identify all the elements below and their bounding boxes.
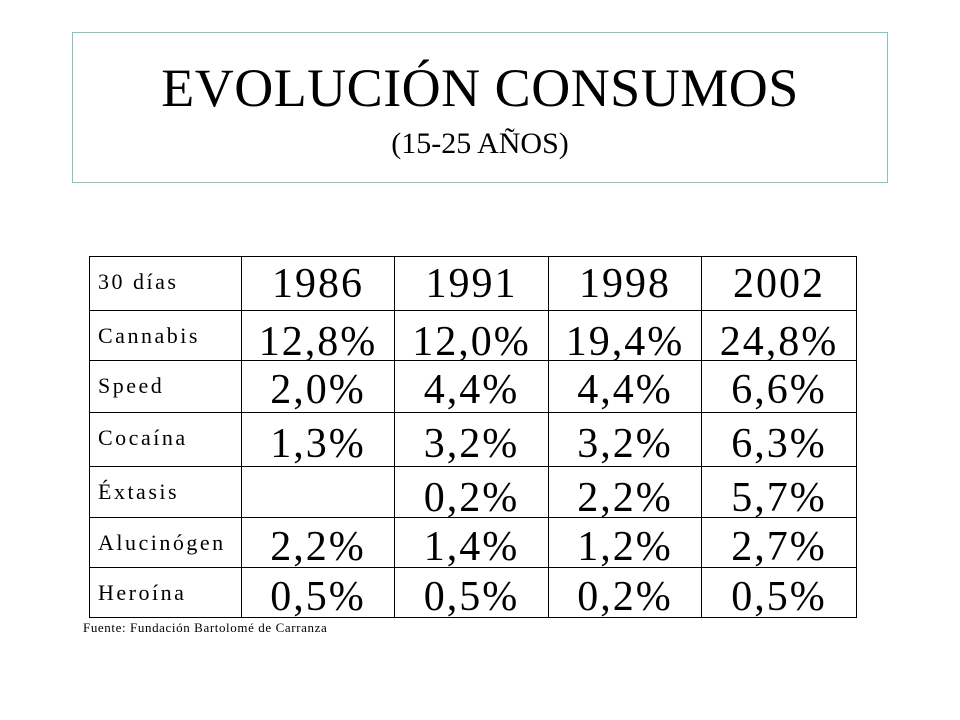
row-label-cell: Cocaína bbox=[89, 412, 242, 467]
table-header-cell: 1991 bbox=[394, 256, 549, 311]
value-cell: 1,2% bbox=[548, 517, 702, 568]
table-header-cell: 1998 bbox=[548, 256, 702, 311]
value-cell: 1,4% bbox=[394, 517, 549, 568]
source-note: Fuente: Fundación Bartolomé de Carranza bbox=[83, 620, 328, 635]
percentage-value: 0,2% bbox=[577, 574, 673, 620]
row-label-cell: Éxtasis bbox=[89, 466, 242, 518]
value-cell: 6,6% bbox=[701, 360, 857, 413]
value-cell: 4,4% bbox=[548, 360, 702, 413]
value-cell: 3,2% bbox=[394, 412, 549, 467]
value-cell: 12,8% bbox=[241, 310, 395, 365]
substance-label: Cannabis bbox=[98, 323, 200, 348]
value-cell: 6,3% bbox=[701, 412, 857, 467]
value-cell: 0,2% bbox=[548, 567, 702, 618]
page-title: EVOLUCIÓN CONSUMOS bbox=[161, 58, 799, 118]
value-cell: 0,5% bbox=[701, 567, 857, 618]
value-cell: 2,7% bbox=[701, 517, 857, 568]
value-cell: 4,4% bbox=[394, 360, 549, 413]
row-label-cell: Heroína bbox=[89, 567, 242, 618]
substance-label: Speed bbox=[98, 373, 165, 398]
row-label-cell: Alucinógen bbox=[89, 517, 242, 568]
percentage-value: 5,7% bbox=[731, 475, 827, 521]
value-cell: 12,0% bbox=[394, 310, 549, 365]
value-cell: 2,2% bbox=[241, 517, 395, 568]
percentage-value: 2,7% bbox=[731, 524, 827, 570]
percentage-value: 2,2% bbox=[577, 475, 673, 521]
percentage-value: 1,3% bbox=[270, 421, 366, 467]
percentage-value: 3,2% bbox=[423, 421, 520, 467]
percentage-value: 2,0% bbox=[270, 367, 366, 413]
year-header: 1991 bbox=[425, 261, 518, 307]
value-cell: 2,2% bbox=[548, 466, 702, 521]
percentage-value: 12,0% bbox=[412, 319, 531, 365]
percentage-value: 19,4% bbox=[565, 319, 685, 365]
year-header: 1986 bbox=[272, 261, 364, 307]
percentage-value: 0,5% bbox=[731, 574, 827, 620]
value-cell: 3,2% bbox=[548, 412, 702, 467]
value-cell: 0,5% bbox=[241, 567, 395, 618]
percentage-value: 4,4% bbox=[423, 367, 520, 413]
table-corner-cell: 30 días bbox=[89, 256, 242, 311]
value-cell: 0,2% bbox=[394, 466, 549, 521]
table-header-cell: 2002 bbox=[701, 256, 857, 311]
substance-label: Alucinógen bbox=[98, 530, 226, 555]
percentage-value: 6,6% bbox=[731, 367, 827, 413]
percentage-value: 1,4% bbox=[423, 524, 520, 570]
value-cell: 0,5% bbox=[394, 567, 549, 618]
percentage-value: 2,2% bbox=[270, 524, 366, 570]
percentage-value: 1,2% bbox=[577, 524, 673, 570]
table-header-cell: 1986 bbox=[241, 256, 395, 311]
year-header: 2002 bbox=[733, 261, 825, 307]
value-cell: 2,0% bbox=[241, 360, 395, 413]
percentage-value: 12,8% bbox=[258, 319, 378, 365]
substance-label: Éxtasis bbox=[98, 479, 180, 504]
value-cell: 19,4% bbox=[548, 310, 702, 365]
percentage-value: 6,3% bbox=[731, 421, 827, 467]
percentage-value: 24,8% bbox=[719, 319, 839, 365]
row-label-cell: Speed bbox=[89, 360, 242, 413]
substance-label: Cocaína bbox=[98, 425, 188, 450]
title-box: EVOLUCIÓN CONSUMOS (15-25 AÑOS) bbox=[72, 32, 888, 183]
period-label: 30 días bbox=[98, 269, 179, 294]
page-subtitle: (15-25 AÑOS) bbox=[391, 127, 569, 160]
percentage-value: 0,5% bbox=[270, 574, 366, 620]
percentage-value: 0,5% bbox=[423, 574, 520, 620]
percentage-value: 3,2% bbox=[577, 421, 673, 467]
value-cell: 1,3% bbox=[241, 412, 395, 467]
value-cell bbox=[241, 466, 395, 518]
percentage-value: 0,2% bbox=[423, 475, 520, 521]
substance-label: Heroína bbox=[98, 580, 187, 605]
value-cell: 5,7% bbox=[701, 466, 857, 521]
percentage-value: 4,4% bbox=[577, 367, 673, 413]
value-cell: 24,8% bbox=[701, 310, 857, 365]
row-label-cell: Cannabis bbox=[89, 310, 242, 361]
year-header: 1998 bbox=[579, 261, 671, 307]
